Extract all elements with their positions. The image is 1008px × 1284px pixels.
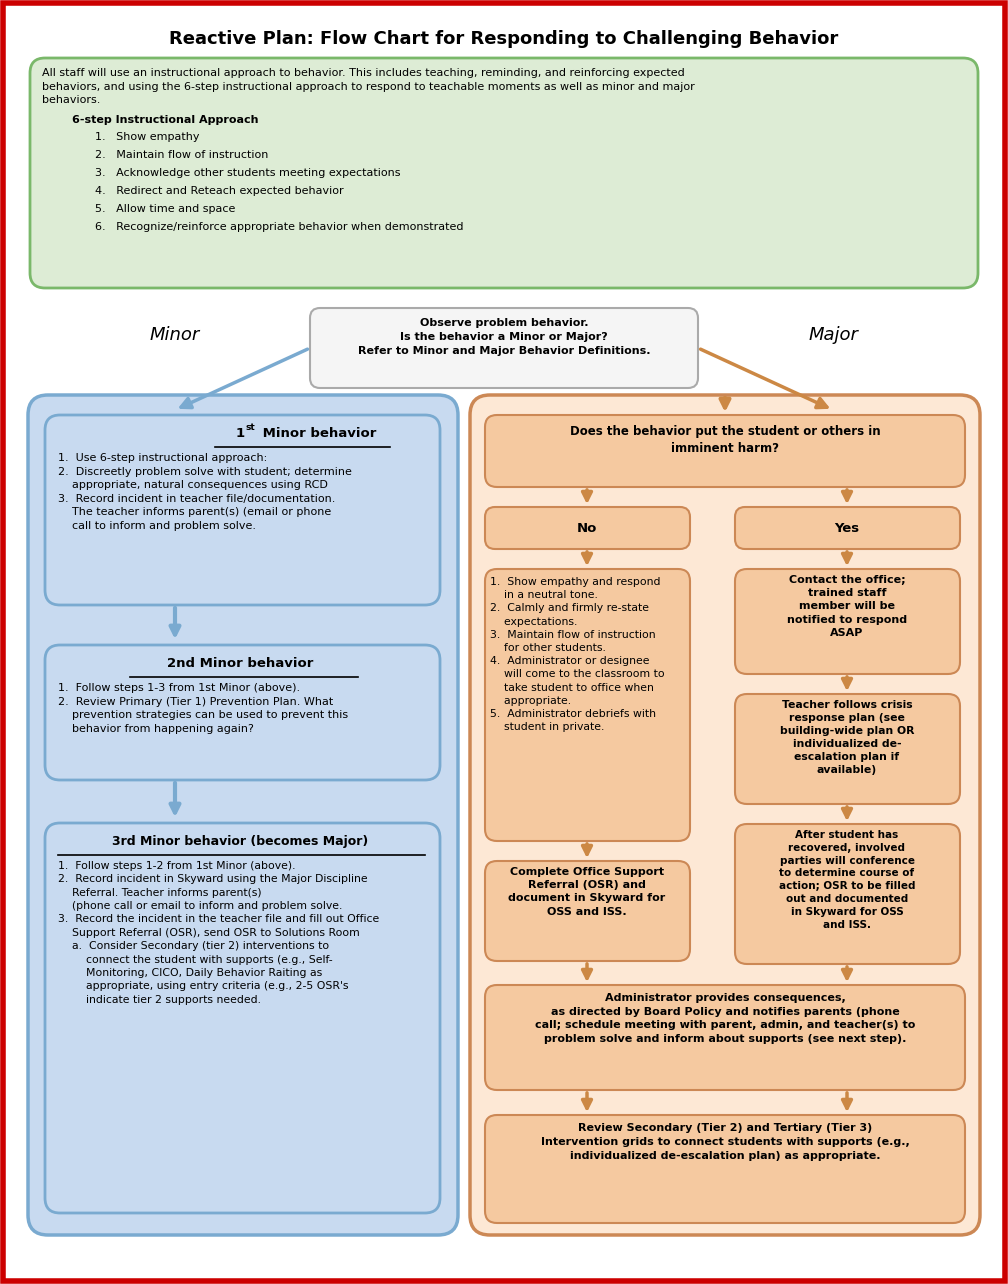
Text: 4.   Redirect and Reteach expected behavior: 4. Redirect and Reteach expected behavio… bbox=[95, 186, 344, 196]
Text: Teacher follows crisis
response plan (see
building-wide plan OR
individualized d: Teacher follows crisis response plan (se… bbox=[780, 700, 914, 776]
FancyBboxPatch shape bbox=[735, 507, 960, 550]
Text: Does the behavior put the student or others in
imminent harm?: Does the behavior put the student or oth… bbox=[570, 425, 880, 455]
Text: 1.   Show empathy: 1. Show empathy bbox=[95, 132, 200, 143]
Text: Complete Office Support
Referral (OSR) and
document in Skyward for
OSS and ISS.: Complete Office Support Referral (OSR) a… bbox=[508, 867, 665, 917]
Text: 6.   Recognize/reinforce appropriate behavior when demonstrated: 6. Recognize/reinforce appropriate behav… bbox=[95, 222, 464, 232]
FancyBboxPatch shape bbox=[735, 824, 960, 964]
Text: Administrator provides consequences,
as directed by Board Policy and notifies pa: Administrator provides consequences, as … bbox=[535, 993, 915, 1044]
Text: Review Secondary (Tier 2) and Tertiary (Tier 3)
Intervention grids to connect st: Review Secondary (Tier 2) and Tertiary (… bbox=[540, 1124, 909, 1161]
Text: 1: 1 bbox=[236, 428, 245, 440]
FancyBboxPatch shape bbox=[45, 415, 440, 605]
Text: Reactive Plan: Flow Chart for Responding to Challenging Behavior: Reactive Plan: Flow Chart for Responding… bbox=[169, 30, 839, 48]
FancyBboxPatch shape bbox=[485, 415, 965, 487]
FancyBboxPatch shape bbox=[485, 507, 690, 550]
Text: Minor: Minor bbox=[150, 326, 201, 344]
Text: 2.   Maintain flow of instruction: 2. Maintain flow of instruction bbox=[95, 150, 268, 160]
Text: Contact the office;
trained staff
member will be
notified to respond
ASAP: Contact the office; trained staff member… bbox=[787, 575, 907, 638]
Text: st: st bbox=[246, 422, 256, 431]
FancyBboxPatch shape bbox=[485, 569, 690, 841]
FancyBboxPatch shape bbox=[3, 3, 1005, 1281]
Text: Minor behavior: Minor behavior bbox=[258, 428, 376, 440]
Text: 1.  Follow steps 1-3 from 1st Minor (above).
2.  Review Primary (Tier 1) Prevent: 1. Follow steps 1-3 from 1st Minor (abov… bbox=[58, 683, 348, 733]
FancyBboxPatch shape bbox=[45, 645, 440, 779]
Text: 3.   Acknowledge other students meeting expectations: 3. Acknowledge other students meeting ex… bbox=[95, 168, 400, 178]
FancyBboxPatch shape bbox=[735, 693, 960, 804]
Text: 3rd Minor behavior (becomes Major): 3rd Minor behavior (becomes Major) bbox=[112, 835, 368, 847]
FancyBboxPatch shape bbox=[735, 569, 960, 674]
Text: Major: Major bbox=[808, 326, 858, 344]
Text: 6-step Instructional Approach: 6-step Instructional Approach bbox=[72, 116, 258, 125]
Text: 1.  Use 6-step instructional approach:
2.  Discreetly problem solve with student: 1. Use 6-step instructional approach: 2.… bbox=[58, 453, 352, 532]
FancyBboxPatch shape bbox=[485, 1115, 965, 1222]
Text: All staff will use an instructional approach to behavior. This includes teaching: All staff will use an instructional appr… bbox=[42, 68, 695, 105]
Text: After student has
recovered, involved
parties will conference
to determine cours: After student has recovered, involved pa… bbox=[779, 829, 915, 930]
Text: No: No bbox=[577, 521, 597, 534]
FancyBboxPatch shape bbox=[485, 862, 690, 960]
Text: Yes: Yes bbox=[835, 521, 860, 534]
FancyBboxPatch shape bbox=[485, 985, 965, 1090]
FancyBboxPatch shape bbox=[45, 823, 440, 1213]
FancyBboxPatch shape bbox=[28, 395, 458, 1235]
Text: Observe problem behavior.
Is the behavior a Minor or Major?
Refer to Minor and M: Observe problem behavior. Is the behavio… bbox=[358, 318, 650, 356]
Text: 5.   Allow time and space: 5. Allow time and space bbox=[95, 204, 236, 214]
Text: 1.  Follow steps 1-2 from 1st Minor (above).
2.  Record incident in Skyward usin: 1. Follow steps 1-2 from 1st Minor (abov… bbox=[58, 862, 379, 1004]
FancyBboxPatch shape bbox=[470, 395, 980, 1235]
Text: 2nd Minor behavior: 2nd Minor behavior bbox=[166, 657, 313, 670]
Text: 1.  Show empathy and respond
    in a neutral tone.
2.  Calmly and firmly re-sta: 1. Show empathy and respond in a neutral… bbox=[490, 577, 664, 732]
FancyBboxPatch shape bbox=[310, 308, 698, 388]
FancyBboxPatch shape bbox=[30, 58, 978, 288]
